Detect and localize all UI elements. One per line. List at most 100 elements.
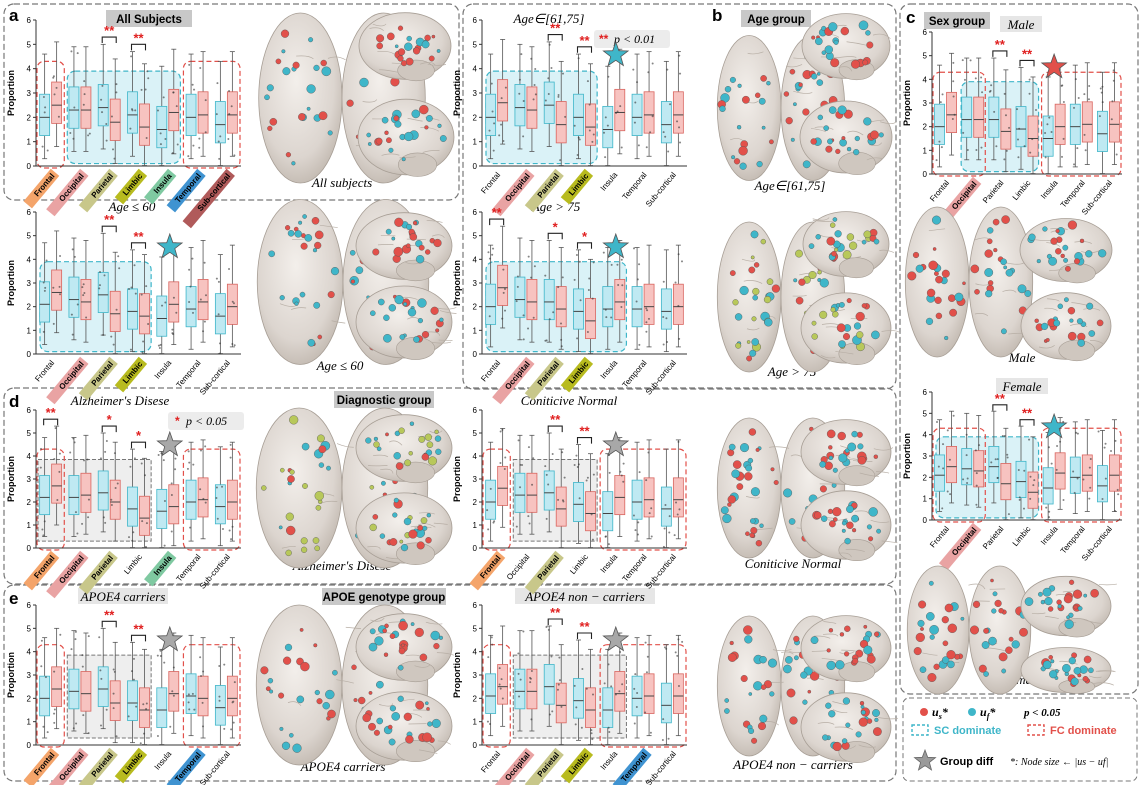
chart-8-cat-label-1: Occipital xyxy=(57,751,86,783)
brain-10-gyrus-1 xyxy=(879,249,895,253)
chart-5-fc-pt-4-1 xyxy=(1059,440,1062,443)
brain-14-gyrus-5 xyxy=(1047,298,1060,302)
chart-0-fc-pt-0-0 xyxy=(57,115,60,118)
chart-7-fc-pt-5-4 xyxy=(648,512,651,515)
chart-4-sc-pt-2-0 xyxy=(993,110,996,113)
chart-6-sig-bracket-1 xyxy=(101,425,117,433)
chart-8-sc-pt-6-4 xyxy=(218,695,221,698)
chart-3-fc-pt-3-2 xyxy=(586,330,589,333)
brain-24-node-1 xyxy=(281,741,291,750)
chart-7-fc-pt-1-2 xyxy=(528,522,531,525)
chart-6-fc-box-5 xyxy=(197,477,209,518)
chart-3-cat-label-4: Insula xyxy=(599,358,620,381)
chart-4-fc-pt-1-1 xyxy=(975,148,978,151)
brain-29-node-21 xyxy=(832,741,842,752)
chart-7-sc-pt-0-1 xyxy=(486,509,489,512)
chart-5-fc-pt-4-4 xyxy=(1062,498,1065,501)
chart-7-sc-box-4 xyxy=(602,491,614,532)
chart-8-fc-pt-1-0 xyxy=(81,665,84,668)
brain-12-node-7 xyxy=(935,312,943,320)
brain-19-gyrus-4 xyxy=(389,440,403,446)
chart-4-sc-pt-0-0 xyxy=(938,140,941,143)
chart-6-fc-pt-4-0 xyxy=(170,530,173,533)
brain-20-node-9 xyxy=(426,513,431,518)
brain-23-node-14 xyxy=(846,505,854,514)
brain-25-node-15 xyxy=(389,633,396,640)
chart-3-fc-pt-5-4 xyxy=(647,317,650,320)
chart-3-sc-pt-3-2 xyxy=(573,278,576,281)
chart-6-ytick-label-1: 1 xyxy=(27,521,32,530)
brain-18-node-43 xyxy=(318,445,327,454)
chart-5-sc-pt-0-4 xyxy=(935,421,938,424)
brain-9-node-31 xyxy=(766,278,774,286)
brain-13-node-18 xyxy=(1042,226,1048,232)
legend-group-diff-star-icon xyxy=(913,748,937,771)
chart-4-fc-box-1 xyxy=(973,96,985,138)
chart-9-fc-pt-1-1 xyxy=(530,718,533,721)
brain-20-node-17 xyxy=(369,523,377,532)
chart-4-sc-pt-3-1 xyxy=(1017,156,1020,159)
chart-1-sc-pt-4-3 xyxy=(606,124,609,127)
brain-7-gyrus-5 xyxy=(431,234,445,238)
brain-26-node-16 xyxy=(376,717,384,725)
chart-3-sc-pt-5-1 xyxy=(636,278,639,281)
brain-12-node-15 xyxy=(985,290,993,298)
chart-7-fc-box-3 xyxy=(585,491,596,532)
chart-7-sc-pt-5-0 xyxy=(637,521,640,524)
legend-uf-sub: f xyxy=(987,712,991,721)
chart-5-fc-pt-2-0 xyxy=(1001,434,1004,437)
chart-6-sc-pt-0-3 xyxy=(39,466,42,469)
brain-2-gyrus-5 xyxy=(407,117,423,122)
brain-6-node-40 xyxy=(279,295,285,301)
chart-5-fc-pt-0-2 xyxy=(948,458,951,461)
chart-0-sc-pt-1-1 xyxy=(76,52,79,55)
chart-1-cat-label-3: Limbic xyxy=(567,171,591,197)
brain-28-gyrus-0 xyxy=(814,635,831,639)
brain-12-node-30 xyxy=(935,275,943,284)
brain-17-node-12 xyxy=(1062,664,1071,673)
chart-3-sc-pt-2-4 xyxy=(548,318,551,321)
chart-5-fc-pt-3-4 xyxy=(1029,475,1032,478)
brain-24-node-32 xyxy=(316,698,323,705)
brain-15-node-15 xyxy=(1019,627,1028,637)
chart-2-sc-pt-1-0 xyxy=(71,248,74,251)
chart-0-fc-box-0 xyxy=(51,81,63,124)
brain-23-node-1 xyxy=(821,515,828,522)
chart-2-sc-pt-2-0 xyxy=(103,274,106,277)
brain-22-node-2 xyxy=(824,461,833,470)
chart-2-fc-box-3 xyxy=(139,293,150,335)
legend-sc: SC dominate xyxy=(934,725,1001,737)
brain-26-node-6 xyxy=(387,724,393,730)
brain-15-node-0 xyxy=(915,632,925,643)
chart-7-sc-pt-1-1 xyxy=(519,463,522,466)
chart-9-ytick-label-3: 3 xyxy=(473,671,478,680)
chart-8-fc-pt-2-3 xyxy=(112,692,115,695)
brain-25-node-21 xyxy=(430,630,440,641)
brain-11-node-8 xyxy=(843,333,851,341)
brain-20-node-19 xyxy=(389,538,398,546)
chart-5-sc-pt-6-1 xyxy=(1103,446,1106,449)
brain-26-node-17 xyxy=(397,695,404,702)
chart-2-cat-label-2: Parietal xyxy=(90,360,115,388)
chart-7-cat-tag-2: Parietal xyxy=(524,550,564,595)
brain-25-node-5 xyxy=(433,642,440,650)
brain-18-left-hemisphere xyxy=(255,407,343,569)
brain-23-gyrus-3 xyxy=(845,548,865,552)
brain-16-node-5 xyxy=(1064,619,1074,629)
brain-9-gyrus-0 xyxy=(743,280,763,284)
brain-10-node-19 xyxy=(873,238,880,245)
chart-2-fc-pt-3-3 xyxy=(141,351,144,354)
chart-6-ytick-label-4: 4 xyxy=(27,452,32,461)
brain-1-gyrus-0 xyxy=(369,27,384,32)
brain-26-node-3 xyxy=(415,700,425,710)
chart-8-fc-pt-2-2 xyxy=(112,707,115,710)
chart-1-sc-pt-2-0 xyxy=(544,99,547,102)
chart-8-fc-pt-0-0 xyxy=(53,670,56,673)
chart-8-sc-box-4 xyxy=(156,687,168,728)
chart-8-sc-pt-6-0 xyxy=(218,699,221,702)
chart-2-cat-label-5: Temporal xyxy=(175,358,203,389)
panel-letter-b: b xyxy=(712,6,722,25)
chart-3-cat-tag-bg-2 xyxy=(524,356,564,401)
brain-2-node-21 xyxy=(439,135,447,142)
chart-2-sig-bracket-1 xyxy=(130,242,147,249)
